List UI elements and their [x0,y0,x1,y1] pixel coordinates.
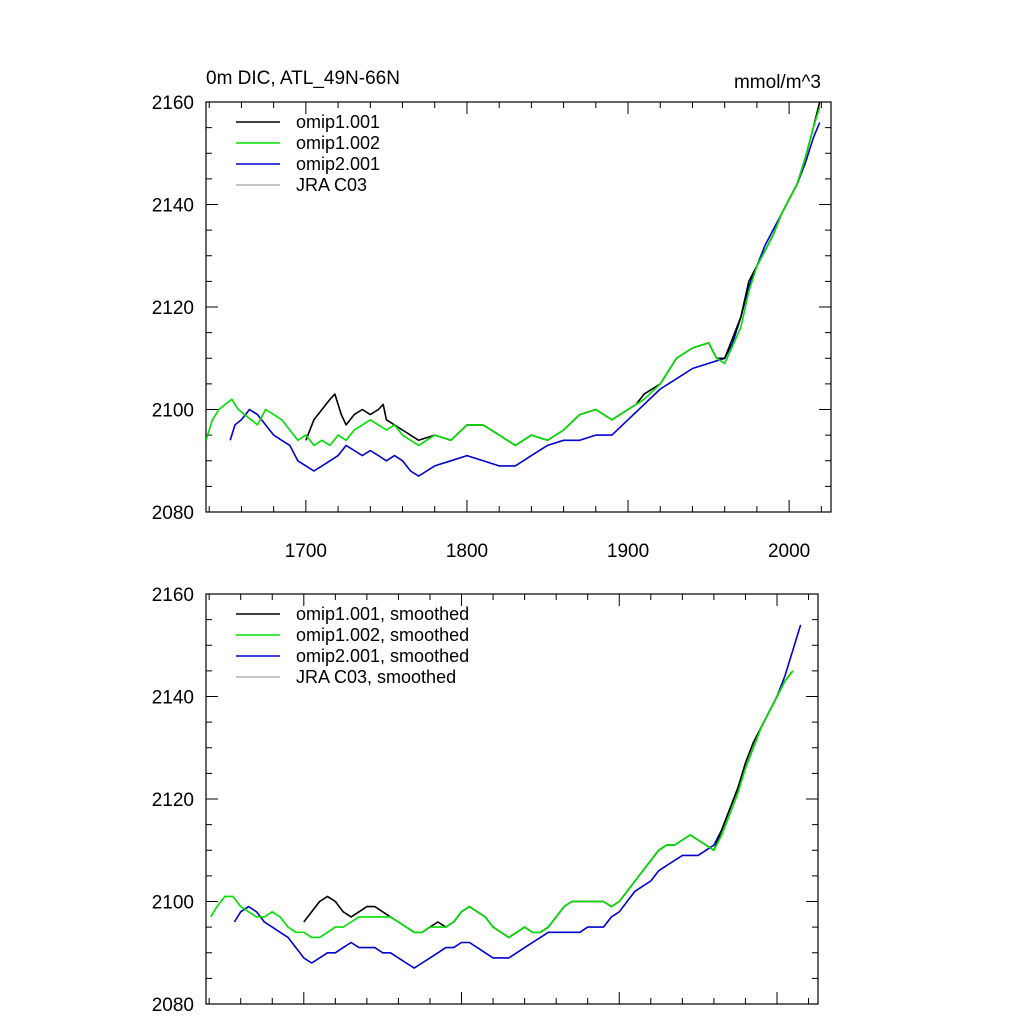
y-tick-label: 2120 [152,298,194,319]
legend-label: JRA C03, smoothed [296,667,456,687]
series-group [210,624,802,969]
y-tick-label: 2120 [152,790,194,811]
series-group [206,102,821,477]
x-tick-label: 1900 [607,541,649,562]
x-tick-label: 1800 [446,541,488,562]
series-line-1 [206,106,821,447]
y-tick-label: 2100 [152,401,194,422]
units-label: mmol/m^3 [734,72,821,93]
legend-label: JRA C03 [296,175,367,195]
series-line-0 [303,670,794,939]
y-tick-label: 2080 [152,503,194,524]
legend-label: omip1.001, smoothed [296,604,469,624]
y-tick-label: 2140 [152,688,194,709]
chart-title: 0m DIC, ATL_49N-66N [206,68,400,89]
top-panel-raw: 2080 2100 2120 2140 2160 1700 1800 1900 2000 0m D… [152,68,832,562]
legend-label: omip1.001 [296,112,380,132]
legend-label: omip2.001 [296,154,380,174]
y-tick-label: 2160 [152,585,194,606]
legend-label: omip1.002, smoothed [296,625,469,645]
series-line-0 [305,102,821,447]
x-tick-label: 2000 [768,541,810,562]
y-tick-label: 2140 [152,196,194,217]
legend-label: omip1.002 [296,133,380,153]
y-tick-label: 2160 [152,93,194,114]
series-line-1 [210,670,794,939]
series-line-2 [233,624,802,969]
y-tick-label: 2100 [152,893,194,914]
x-tick-label: 1700 [285,541,327,562]
legend-label: omip2.001, smoothed [296,646,469,666]
y-tick-label: 2080 [152,995,194,1016]
